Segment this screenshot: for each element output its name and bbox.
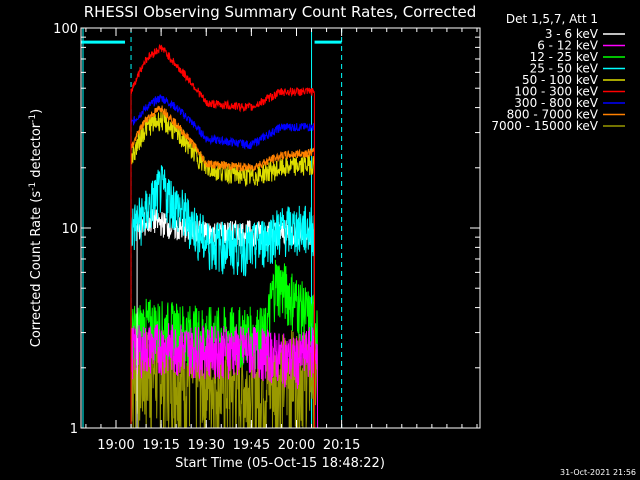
y-axis-label: Corrected Count Rate (s-1 detector-1) bbox=[28, 109, 44, 347]
legend-entry-label: 800 - 7000 keV bbox=[507, 108, 599, 122]
x-axis-label: Start Time (05-Oct-15 18:48:22) bbox=[175, 456, 385, 471]
legend-entry-label: 50 - 100 keV bbox=[522, 73, 599, 87]
legend-entry-label: 6 - 12 keV bbox=[537, 39, 599, 53]
legend-entry-label: 25 - 50 keV bbox=[530, 62, 599, 76]
legend-entry-label: 7000 - 15000 keV bbox=[491, 119, 598, 133]
y-tick-label: 100 bbox=[53, 22, 78, 37]
legend-header: Det 1,5,7, Att 1 bbox=[506, 12, 598, 26]
series-line-100to300keV bbox=[130, 43, 316, 428]
x-tick-label: 20:00 bbox=[278, 438, 315, 453]
y-tick-label: 1 bbox=[70, 422, 78, 437]
series-line-25to50keV bbox=[130, 165, 316, 428]
x-tick-label: 19:45 bbox=[233, 438, 270, 453]
x-tick-label: 19:00 bbox=[97, 438, 134, 453]
x-tick-label: 19:15 bbox=[142, 438, 179, 453]
x-tick-label: 20:15 bbox=[323, 438, 360, 453]
series-line-50to100keV bbox=[130, 109, 316, 428]
y-tick-label: 10 bbox=[61, 222, 78, 237]
legend-entry-label: 100 - 300 keV bbox=[514, 85, 598, 99]
y-axis: 1 10 100 bbox=[53, 22, 480, 437]
legend-entry-label: 3 - 6 keV bbox=[545, 27, 599, 41]
x-tick-label: 19:30 bbox=[188, 438, 225, 453]
footer-timestamp: 31-Oct-2021 21:56 bbox=[560, 468, 636, 477]
series-line-800to7000keV bbox=[130, 105, 316, 428]
series-line-6to12keV bbox=[130, 323, 319, 428]
x-axis: 19:00 19:15 19:30 19:45 20:00 20:15 bbox=[85, 28, 478, 453]
chart-title: RHESSI Observing Summary Count Rates, Co… bbox=[84, 3, 477, 21]
legend-entry-label: 300 - 800 keV bbox=[514, 96, 598, 110]
series-line-300to800keV bbox=[130, 94, 316, 428]
legend-entry-label: 12 - 25 keV bbox=[530, 50, 599, 64]
